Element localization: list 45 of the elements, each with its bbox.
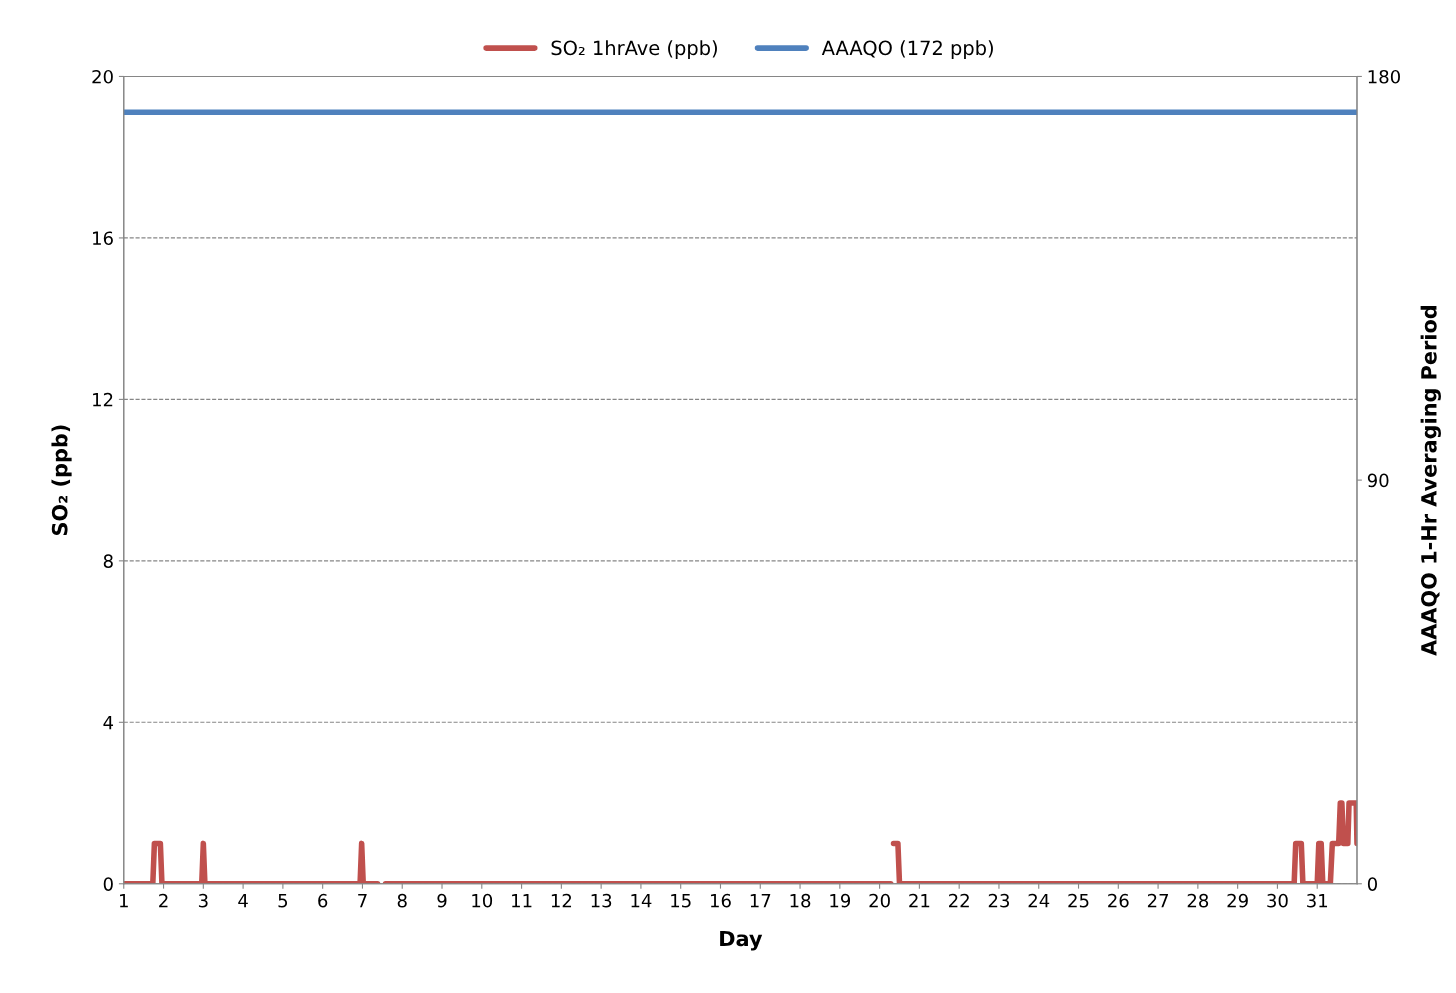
y-tick-label: 0 — [103, 877, 113, 891]
legend-label: AAAQO (172 ppb) — [821, 40, 993, 59]
x-tick-label: 5 — [278, 894, 288, 908]
x-tick-label: 3 — [198, 893, 208, 908]
x-tick-label: 26 — [1108, 893, 1129, 908]
x-tick-label: 28 — [1187, 893, 1209, 908]
x-tick-label: 13 — [591, 893, 612, 908]
y-tick-label: 8 — [103, 554, 113, 568]
x-tick-label: 20 — [869, 893, 890, 908]
x-tick-label: 25 — [1068, 893, 1089, 908]
y2-tick-label: 0 — [1367, 877, 1377, 891]
x-tick-label: 27 — [1147, 893, 1169, 908]
x-tick-label: 19 — [830, 893, 851, 908]
y-tick-label: 4 — [103, 716, 114, 730]
y-axis-title: SO₂ (ppb) — [51, 425, 72, 536]
y-tick-label: 16 — [93, 231, 113, 246]
x-tick-label: 8 — [397, 893, 407, 908]
x-tick-label: 2 — [159, 893, 168, 908]
x-tick-label: 30 — [1267, 893, 1288, 908]
legend-label: SO₂ 1hrAve (ppb) — [551, 40, 717, 59]
y2-tick-label: 90 — [1367, 473, 1389, 488]
x-tick-label: 17 — [750, 894, 771, 908]
x-tick-label: 7 — [358, 894, 367, 908]
x-tick-label: 9 — [437, 893, 447, 908]
x-tick-label: 15 — [671, 894, 691, 908]
x-tick-label: 1 — [120, 894, 128, 908]
x-tick-label: 24 — [1028, 893, 1050, 908]
x-tick-label: 11 — [512, 894, 532, 908]
x-axis-title: Day — [720, 930, 763, 951]
y-tick-label: 12 — [93, 392, 113, 407]
y2-tick-label: 180 — [1368, 69, 1400, 84]
x-tick-label: 29 — [1227, 893, 1248, 908]
x-tick-label: 31 — [1307, 893, 1328, 908]
y2-axis-title: AAAQO 1-Hr Averaging Period — [1420, 306, 1441, 656]
x-tick-label: 4 — [238, 894, 248, 908]
x-tick-label: 23 — [988, 893, 1009, 908]
x-tick-label: 21 — [909, 893, 930, 908]
x-tick-label: 14 — [631, 894, 652, 908]
x-tick-label: 22 — [949, 893, 969, 908]
x-tick-label: 18 — [790, 893, 811, 908]
y-tick-label: 20 — [92, 69, 113, 84]
x-tick-label: 12 — [551, 893, 572, 908]
x-tick-label: 10 — [472, 893, 493, 908]
x-tick-label: 16 — [710, 893, 731, 908]
x-tick-label: 6 — [318, 893, 328, 908]
